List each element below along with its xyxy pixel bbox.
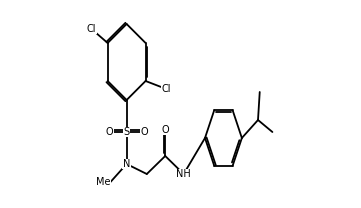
Text: N: N [123, 159, 130, 169]
Text: O: O [105, 127, 113, 137]
Text: S: S [123, 127, 130, 137]
Text: Cl: Cl [162, 84, 171, 94]
Text: Cl: Cl [87, 24, 96, 34]
Text: O: O [161, 125, 169, 135]
Text: NH: NH [176, 169, 191, 179]
Text: Me: Me [96, 177, 110, 187]
Text: O: O [140, 127, 148, 137]
